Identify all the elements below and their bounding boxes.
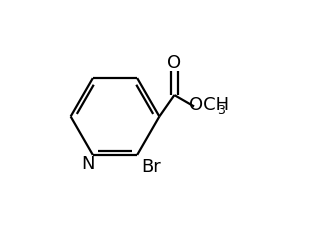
Text: OCH: OCH xyxy=(189,96,229,114)
Text: O: O xyxy=(167,54,181,72)
Text: Br: Br xyxy=(141,158,161,176)
Text: N: N xyxy=(81,154,95,173)
Text: 3: 3 xyxy=(217,104,225,117)
